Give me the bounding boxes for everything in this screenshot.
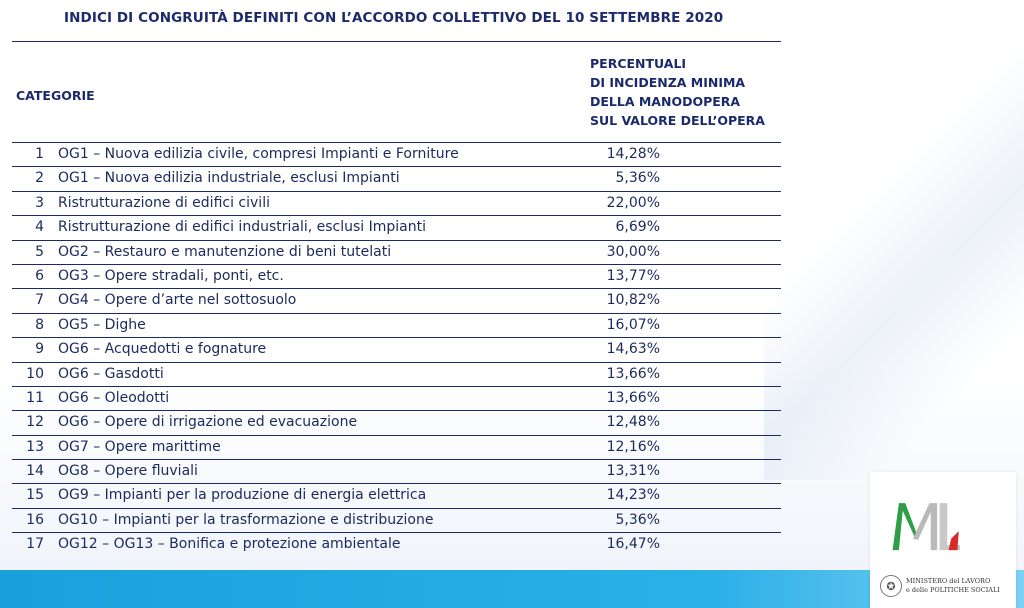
- table-header: CATEGORIE PERCENTUALI DI INCIDENZA MINIM…: [12, 42, 781, 142]
- row-percentage: 12,16%: [606, 438, 660, 455]
- table-row: 4 Ristrutturazione di edifici industriali…: [12, 215, 781, 239]
- row-percentage: 13,66%: [606, 365, 660, 382]
- row-number: 1: [35, 146, 44, 162]
- row-number: 10: [26, 365, 44, 382]
- row-number: 2: [35, 170, 44, 187]
- row-percentage: 12,48%: [606, 414, 660, 431]
- row-percentage: 16,07%: [606, 316, 660, 333]
- table-row: 12 OG6 – Opere di irrigazione ed evacuazi…: [12, 410, 781, 434]
- row-category: OG8 – Opere fluviali: [58, 463, 198, 480]
- table-row: 5 OG2 – Restauro e manutenzione di beni t…: [12, 239, 781, 264]
- table-row: 6 OG3 – Opere stradali, ponti, etc. 13,77%: [12, 263, 781, 288]
- row-number: 6: [35, 267, 44, 284]
- row-percentage: 6,69%: [615, 219, 660, 236]
- row-category: OG3 – Opere stradali, ponti, etc.: [58, 267, 284, 284]
- table-row: 8 OG5 – Dighe 16,07%: [12, 312, 781, 337]
- row-category: Ristrutturazione di edifici industriali,…: [58, 219, 427, 236]
- header-percent-line: PERCENTUALI: [590, 56, 687, 71]
- row-number: 4: [35, 219, 44, 236]
- row-number: 7: [35, 292, 44, 309]
- row-category: OG12 – OG13 – Bonifica e protezione ambi…: [58, 536, 401, 553]
- row-category: OG1 – Nuova edilizia industriale, esclus…: [58, 170, 400, 187]
- row-number: 14: [26, 463, 44, 480]
- row-number: 5: [35, 243, 44, 260]
- row-number: 17: [26, 536, 44, 553]
- table-row: 11 OG6 – Oleodotti 13,66%: [12, 385, 781, 410]
- row-category: OG6 – Acquedotti e fognature: [58, 341, 267, 358]
- row-percentage: 14,63%: [606, 341, 660, 358]
- row-percentage: 16,47%: [606, 536, 660, 553]
- header-percent: PERCENTUALI DI INCIDENZA MINIMA DELLA MA…: [590, 54, 765, 130]
- header-percent-line: SUL VALORE DELL’OPERA: [590, 113, 765, 128]
- header-category: CATEGORIE: [16, 88, 95, 103]
- ml-logo-mark: [892, 503, 960, 551]
- italian-emblem-icon: ✪: [880, 575, 902, 597]
- row-number: 9: [35, 341, 44, 358]
- row-category: OG6 – Opere di irrigazione ed evacuazion…: [58, 414, 358, 431]
- table-row: 14 OG8 – Opere fluviali 13,31%: [12, 459, 781, 483]
- row-category: OG1 – Nuova edilizia civile, compresi Im…: [58, 146, 459, 162]
- row-percentage: 30,00%: [606, 243, 660, 260]
- row-percentage: 13,77%: [606, 267, 660, 284]
- row-category: OG6 – Gasdotti: [58, 365, 164, 382]
- table-row: 16 OG10 – Impianti per la trasformazione …: [12, 507, 781, 532]
- row-percentage: 5,36%: [615, 170, 660, 187]
- ministry-logo: ✪ MINISTERO del LAVORO e delle POLITICHE…: [870, 472, 1016, 608]
- header-percent-line: DI INCIDENZA MINIMA: [590, 75, 746, 90]
- logo-caption-text: MINISTERO del LAVORO e delle POLITICHE S…: [906, 577, 1000, 595]
- row-percentage: 10,82%: [606, 292, 660, 309]
- table-row: 10 OG6 – Gasdotti 13,66%: [12, 361, 781, 386]
- logo-caption: ✪ MINISTERO del LAVORO e delle POLITICHE…: [880, 575, 1012, 603]
- row-category: OG2 – Restauro e manutenzione di beni tu…: [58, 243, 392, 260]
- footer-band: [0, 570, 1024, 608]
- table-row: 15 OG9 – Impianti per la produzione di en…: [12, 483, 781, 507]
- header-percent-line: DELLA MANODOPERA: [590, 94, 741, 109]
- table-row: 13 OG7 – Opere marittime 12,16%: [12, 434, 781, 459]
- row-number: 13: [26, 438, 44, 455]
- logo-caption-line1: MINISTERO del LAVORO: [906, 577, 991, 585]
- table-row: 2 OG1 – Nuova edilizia industriale, esclu…: [12, 166, 781, 190]
- page-title: INDICI DI CONGRUITÀ DEFINITI CON L’ACCOR…: [64, 10, 724, 26]
- table-row: 7 OG4 – Opere d’arte nel sottosuolo 10,82%: [12, 288, 781, 312]
- table-row: 1 OG1 – Nuova edilizia civile, compresi I…: [12, 142, 781, 166]
- row-number: 12: [26, 414, 44, 431]
- row-percentage: 13,31%: [606, 463, 660, 480]
- row-percentage: 14,28%: [606, 146, 660, 162]
- row-percentage: 14,23%: [606, 487, 660, 504]
- table-row: 3 Ristrutturazione di edifici civili 22,00…: [12, 190, 781, 215]
- row-percentage: 22,00%: [606, 194, 660, 211]
- row-number: 11: [26, 389, 44, 406]
- background-decoration: [764, 0, 1024, 480]
- row-number: 8: [35, 316, 44, 333]
- congruity-table: CATEGORIE PERCENTUALI DI INCIDENZA MINIM…: [12, 41, 781, 557]
- row-category: OG5 – Dighe: [58, 316, 146, 333]
- row-number: 3: [35, 194, 44, 211]
- row-number: 15: [26, 487, 44, 504]
- row-category: OG6 – Oleodotti: [58, 389, 170, 406]
- row-percentage: 13,66%: [606, 389, 660, 406]
- table-row: 17 OG12 – OG13 – Bonifica e protezione am…: [12, 532, 781, 556]
- row-category: OG7 – Opere marittime: [58, 438, 221, 455]
- row-category: Ristrutturazione di edifici civili: [58, 194, 270, 211]
- row-percentage: 5,36%: [615, 511, 660, 528]
- table-body: 1 OG1 – Nuova edilizia civile, compresi I…: [12, 142, 781, 557]
- row-number: 16: [26, 511, 44, 528]
- logo-caption-line2: e delle POLITICHE SOCIALI: [906, 586, 1000, 594]
- row-category: OG10 – Impianti per la trasformazione e …: [58, 511, 434, 528]
- table-row: 9 OG6 – Acquedotti e fognature 14,63%: [12, 337, 781, 361]
- row-category: OG9 – Impianti per la produzione di ener…: [58, 487, 427, 504]
- row-category: OG4 – Opere d’arte nel sottosuolo: [58, 292, 297, 309]
